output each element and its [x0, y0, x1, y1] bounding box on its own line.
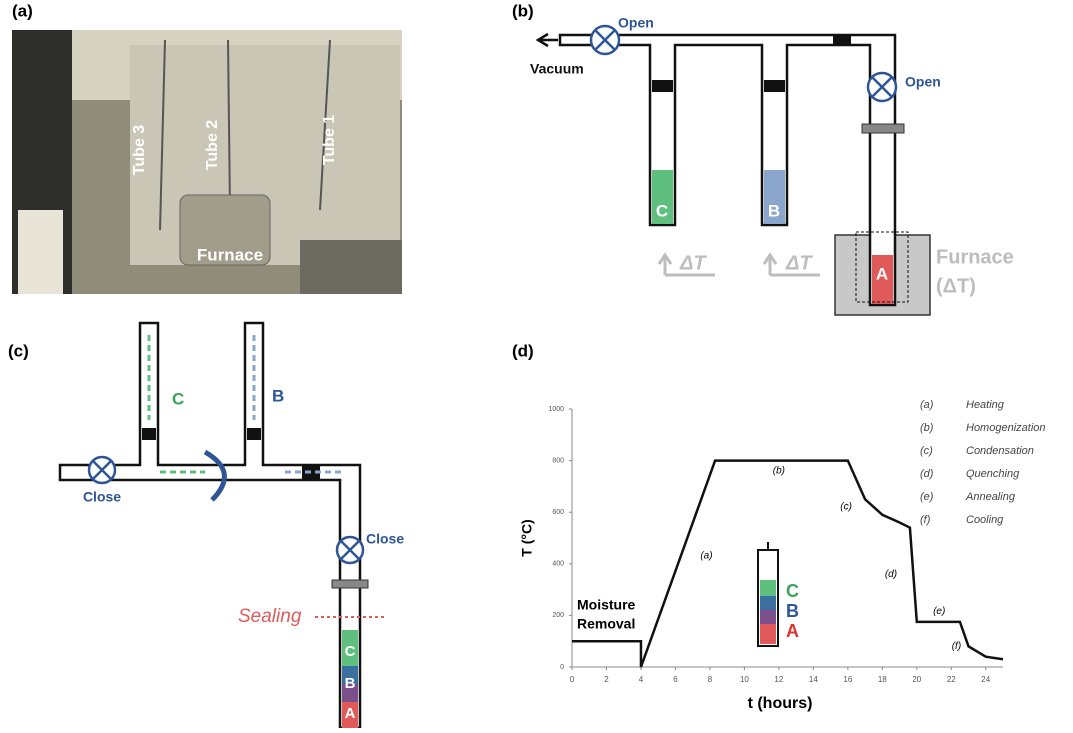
y-tick-label: 1000 — [548, 406, 564, 413]
y-tick-label: 600 — [552, 509, 564, 516]
inset-layer — [760, 596, 776, 610]
annotation: Moisture — [577, 597, 636, 613]
legend-name: Homogenization — [966, 422, 1046, 434]
layer-label: C — [345, 643, 356, 660]
legend-name: Condensation — [966, 445, 1034, 457]
legend-key: (c) — [920, 445, 933, 457]
x-tick-label: 0 — [570, 675, 575, 684]
tube-label: B — [272, 386, 284, 405]
inset-layer — [760, 624, 776, 644]
x-tick-label: 16 — [843, 675, 852, 684]
inset-layer — [760, 580, 776, 596]
vacuum-label: Vacuum — [530, 61, 584, 77]
photo-label: Tube 3 — [131, 125, 148, 175]
inset-layer — [760, 610, 776, 624]
panel-label: (b) — [512, 1, 534, 20]
inset-label: B — [786, 601, 799, 621]
furnace-label: Furnace — [936, 246, 1014, 268]
stage-key: (c) — [840, 502, 852, 513]
x-tick-label: 12 — [774, 675, 783, 684]
legend-name: Cooling — [966, 514, 1004, 526]
x-tick-label: 2 — [604, 675, 609, 684]
legend-name: Quenching — [966, 468, 1020, 480]
stage-key: (f) — [952, 641, 961, 652]
y-tick-label: 400 — [552, 561, 564, 568]
valve-label: Close — [366, 531, 404, 547]
x-tick-label: 14 — [809, 675, 818, 684]
y-tick-label: 0 — [560, 664, 564, 671]
furnace-label: (ΔT) — [936, 275, 976, 297]
stage-key: (b) — [773, 466, 785, 477]
tube-label: C — [656, 201, 668, 220]
legend-key: (e) — [920, 491, 934, 503]
x-tick-label: 20 — [912, 675, 921, 684]
panel-label: (c) — [8, 341, 29, 360]
x-tick-label: 4 — [639, 675, 644, 684]
photo-label: Tube 1 — [321, 115, 338, 165]
panel-label: (a) — [12, 1, 33, 20]
tube-label: C — [172, 389, 184, 408]
delta-t: ΔT — [785, 252, 813, 274]
figure: (a) Tube 3 Tube 2 Tube 1 Furnace (b) Ope… — [0, 0, 1073, 728]
layer-label: B — [345, 675, 356, 692]
inset-label: A — [786, 621, 799, 641]
annotation: Removal — [577, 616, 635, 632]
x-tick-label: 18 — [878, 675, 887, 684]
tube-label: A — [876, 264, 888, 283]
legend-key: (a) — [920, 399, 934, 411]
apparatus-c — [60, 323, 385, 728]
legend-key: (b) — [920, 422, 934, 434]
photo-label: Tube 2 — [204, 120, 221, 170]
y-axis-label: T (°C) — [519, 519, 535, 556]
x-tick-label: 22 — [947, 675, 956, 684]
x-tick-label: 10 — [740, 675, 749, 684]
sealing-label: Sealing — [238, 606, 302, 627]
delta-t: ΔT — [679, 252, 707, 274]
inset-label: C — [786, 581, 799, 601]
layer-label: A — [345, 705, 356, 722]
apparatus-b — [538, 26, 930, 315]
legend-key: (f) — [920, 514, 931, 526]
y-tick-label: 800 — [552, 457, 564, 464]
valve-label: Open — [618, 15, 654, 31]
x-tick-label: 6 — [673, 675, 678, 684]
panel-label: (d) — [512, 341, 534, 360]
valve-label: Close — [83, 489, 121, 505]
stage-key: (d) — [885, 569, 897, 580]
x-tick-label: 24 — [981, 675, 990, 684]
valve-label: Open — [905, 74, 941, 90]
x-tick-label: 8 — [708, 675, 713, 684]
tube-label: B — [768, 201, 780, 220]
x-axis-label: t (hours) — [748, 695, 813, 712]
stage-key: (e) — [933, 606, 945, 617]
stage-key: (a) — [700, 551, 712, 562]
legend-name: Annealing — [965, 491, 1016, 503]
legend-name: Heating — [966, 399, 1005, 411]
legend-key: (d) — [920, 468, 934, 480]
photo-label: Furnace — [197, 245, 263, 264]
y-tick-label: 200 — [552, 612, 564, 619]
